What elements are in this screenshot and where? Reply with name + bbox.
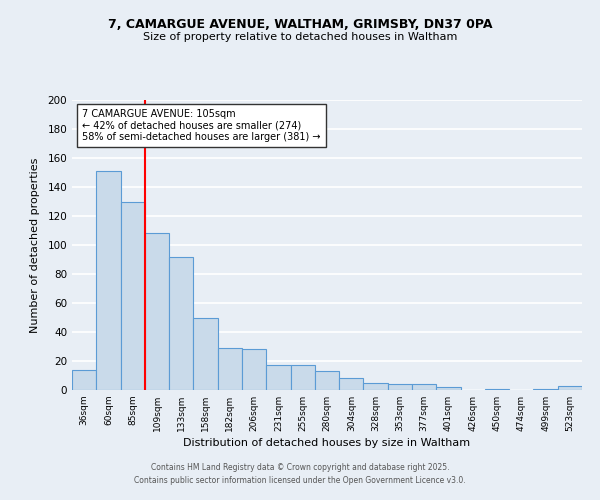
Text: Contains HM Land Registry data © Crown copyright and database right 2025.: Contains HM Land Registry data © Crown c… — [151, 464, 449, 472]
Bar — [96, 171, 121, 390]
Bar — [339, 378, 364, 390]
Bar — [169, 256, 193, 390]
Bar — [436, 387, 461, 390]
Bar — [485, 388, 509, 390]
Text: 7 CAMARGUE AVENUE: 105sqm
← 42% of detached houses are smaller (274)
58% of semi: 7 CAMARGUE AVENUE: 105sqm ← 42% of detac… — [82, 108, 320, 142]
Bar — [72, 370, 96, 390]
Bar — [121, 202, 145, 390]
Bar — [388, 384, 412, 390]
Bar — [266, 366, 290, 390]
Bar — [558, 386, 582, 390]
Bar — [242, 350, 266, 390]
Bar — [145, 234, 169, 390]
Bar — [218, 348, 242, 390]
X-axis label: Distribution of detached houses by size in Waltham: Distribution of detached houses by size … — [184, 438, 470, 448]
Text: Contains public sector information licensed under the Open Government Licence v3: Contains public sector information licen… — [134, 476, 466, 485]
Y-axis label: Number of detached properties: Number of detached properties — [31, 158, 40, 332]
Bar — [412, 384, 436, 390]
Bar — [315, 371, 339, 390]
Bar — [193, 318, 218, 390]
Bar — [533, 388, 558, 390]
Text: 7, CAMARGUE AVENUE, WALTHAM, GRIMSBY, DN37 0PA: 7, CAMARGUE AVENUE, WALTHAM, GRIMSBY, DN… — [108, 18, 492, 30]
Bar — [364, 383, 388, 390]
Bar — [290, 366, 315, 390]
Text: Size of property relative to detached houses in Waltham: Size of property relative to detached ho… — [143, 32, 457, 42]
